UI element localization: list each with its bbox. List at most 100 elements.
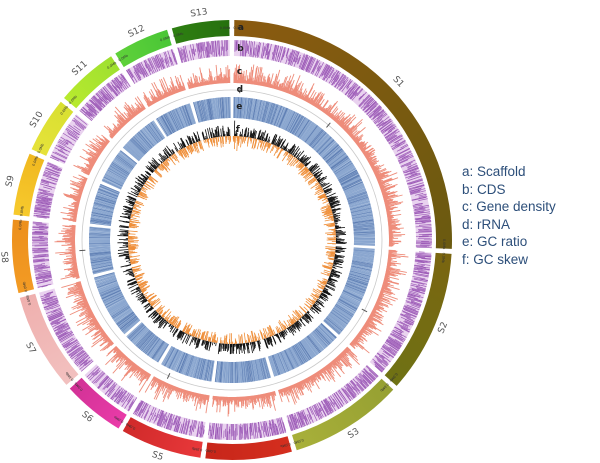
cds-mark — [202, 425, 205, 437]
gc-ratio-mark — [111, 305, 130, 319]
gc-ratio-mark — [90, 258, 112, 262]
gene-density-bar — [205, 394, 208, 401]
gc-ratio-mark — [305, 126, 320, 144]
gene-density-bar — [381, 285, 388, 289]
gc-skew-bar — [259, 140, 263, 148]
gc-ratio-mark — [100, 288, 121, 298]
gene-density-bar — [387, 263, 392, 265]
gene-density-bar — [72, 262, 77, 265]
gene-density-bar — [344, 348, 354, 358]
cds-mark — [79, 360, 91, 370]
gc-ratio-mark — [260, 358, 267, 380]
gc-ratio-mark — [123, 146, 140, 161]
cds-mark — [87, 109, 96, 117]
gene-density-bar — [94, 323, 100, 327]
cds-mark — [197, 426, 200, 438]
cds-mark — [79, 110, 93, 122]
cds-mark — [49, 315, 63, 322]
gene-density-bar — [370, 164, 375, 168]
gene-density-bar — [268, 80, 272, 88]
gene-density-bar — [146, 374, 152, 382]
gene-density-bar — [266, 392, 271, 409]
gc-ratio-mark — [351, 261, 373, 267]
gene-density-bar — [372, 166, 378, 171]
gc-ratio-mark — [131, 326, 147, 343]
gene-density-bar — [314, 92, 324, 107]
gc-skew-bar — [334, 254, 345, 257]
gc-ratio-mark — [217, 97, 221, 119]
gene-density-bar — [370, 162, 378, 167]
cds-mark — [414, 213, 431, 217]
gene-density-bar — [68, 287, 83, 293]
gene-density-bar — [109, 136, 113, 139]
gene-density-bar — [378, 177, 399, 186]
gene-density-bar — [136, 96, 146, 110]
cds-mark — [57, 331, 69, 339]
gene-density-bar — [372, 309, 379, 314]
gene-density-bar — [87, 309, 92, 313]
cds-mark — [413, 270, 430, 274]
gene-density-bar — [173, 386, 176, 392]
cds-mark — [411, 288, 420, 292]
gc-ratio-mark — [149, 339, 163, 358]
cds-mark — [32, 247, 49, 250]
gc-ratio-mark — [339, 172, 359, 183]
gc-ratio-mark — [304, 124, 318, 143]
cds-mark — [172, 417, 176, 426]
gc-ratio-mark — [137, 132, 152, 149]
gc-skew-bar — [249, 130, 252, 138]
gene-density-bar — [340, 119, 349, 128]
cds-mark — [81, 360, 94, 372]
gc-ratio-mark — [209, 98, 214, 120]
gc-skew-bar — [324, 216, 334, 219]
gene-density-bar — [124, 358, 130, 364]
gene-density-bar — [315, 372, 322, 381]
gc-ratio-mark — [346, 280, 367, 289]
cds-mark — [118, 75, 124, 83]
gene-density-bar — [188, 84, 191, 89]
cds-mark — [378, 120, 392, 130]
cds-mark — [256, 45, 259, 57]
gene-density-bar — [279, 85, 282, 91]
gc-ratio-mark — [343, 289, 363, 299]
gc-ratio-mark — [324, 147, 342, 162]
gene-density-bar — [99, 138, 108, 145]
gene-density-bar — [368, 157, 377, 163]
gene-density-bar — [319, 370, 325, 378]
cds-mark — [80, 108, 91, 117]
cds-mark — [360, 96, 373, 109]
gene-density-bar — [341, 124, 345, 128]
gene-density-bar — [302, 379, 310, 391]
gene-density-bar — [100, 329, 104, 333]
cds-mark — [60, 333, 75, 343]
gc-ratio-mark — [207, 99, 212, 120]
gc-ratio-mark — [342, 290, 363, 300]
gene-density-bar — [369, 315, 381, 323]
gene-density-bar — [346, 346, 352, 351]
gc-ratio-mark — [262, 101, 269, 123]
gene-density-bar — [74, 295, 86, 301]
gc-skew-bar — [309, 308, 316, 314]
gene-density-bar — [375, 172, 382, 177]
gc-skew-bar — [328, 197, 336, 202]
gene-density-bar — [358, 332, 363, 336]
gc-skew-bar — [332, 212, 335, 214]
cds-mark — [413, 277, 428, 282]
gene-density-bar — [271, 81, 275, 89]
cds-mark — [50, 317, 63, 324]
cds-mark — [66, 127, 78, 136]
cds-mark — [102, 87, 114, 100]
gc-ratio-mark — [105, 172, 125, 184]
gene-density-bar — [200, 394, 203, 401]
gene-density-bar — [117, 126, 121, 130]
gene-density-bar — [152, 378, 159, 388]
cds-mark — [100, 91, 111, 103]
gc-ratio-mark — [105, 297, 125, 308]
gc-skew-bar — [303, 306, 309, 312]
gene-density-bar — [352, 135, 359, 141]
gene-density-bar — [160, 84, 168, 98]
gc-ratio-mark — [89, 231, 111, 234]
gene-density-bar — [157, 380, 163, 390]
gene-density-bar — [317, 99, 325, 109]
gene-density-bar — [354, 337, 361, 343]
